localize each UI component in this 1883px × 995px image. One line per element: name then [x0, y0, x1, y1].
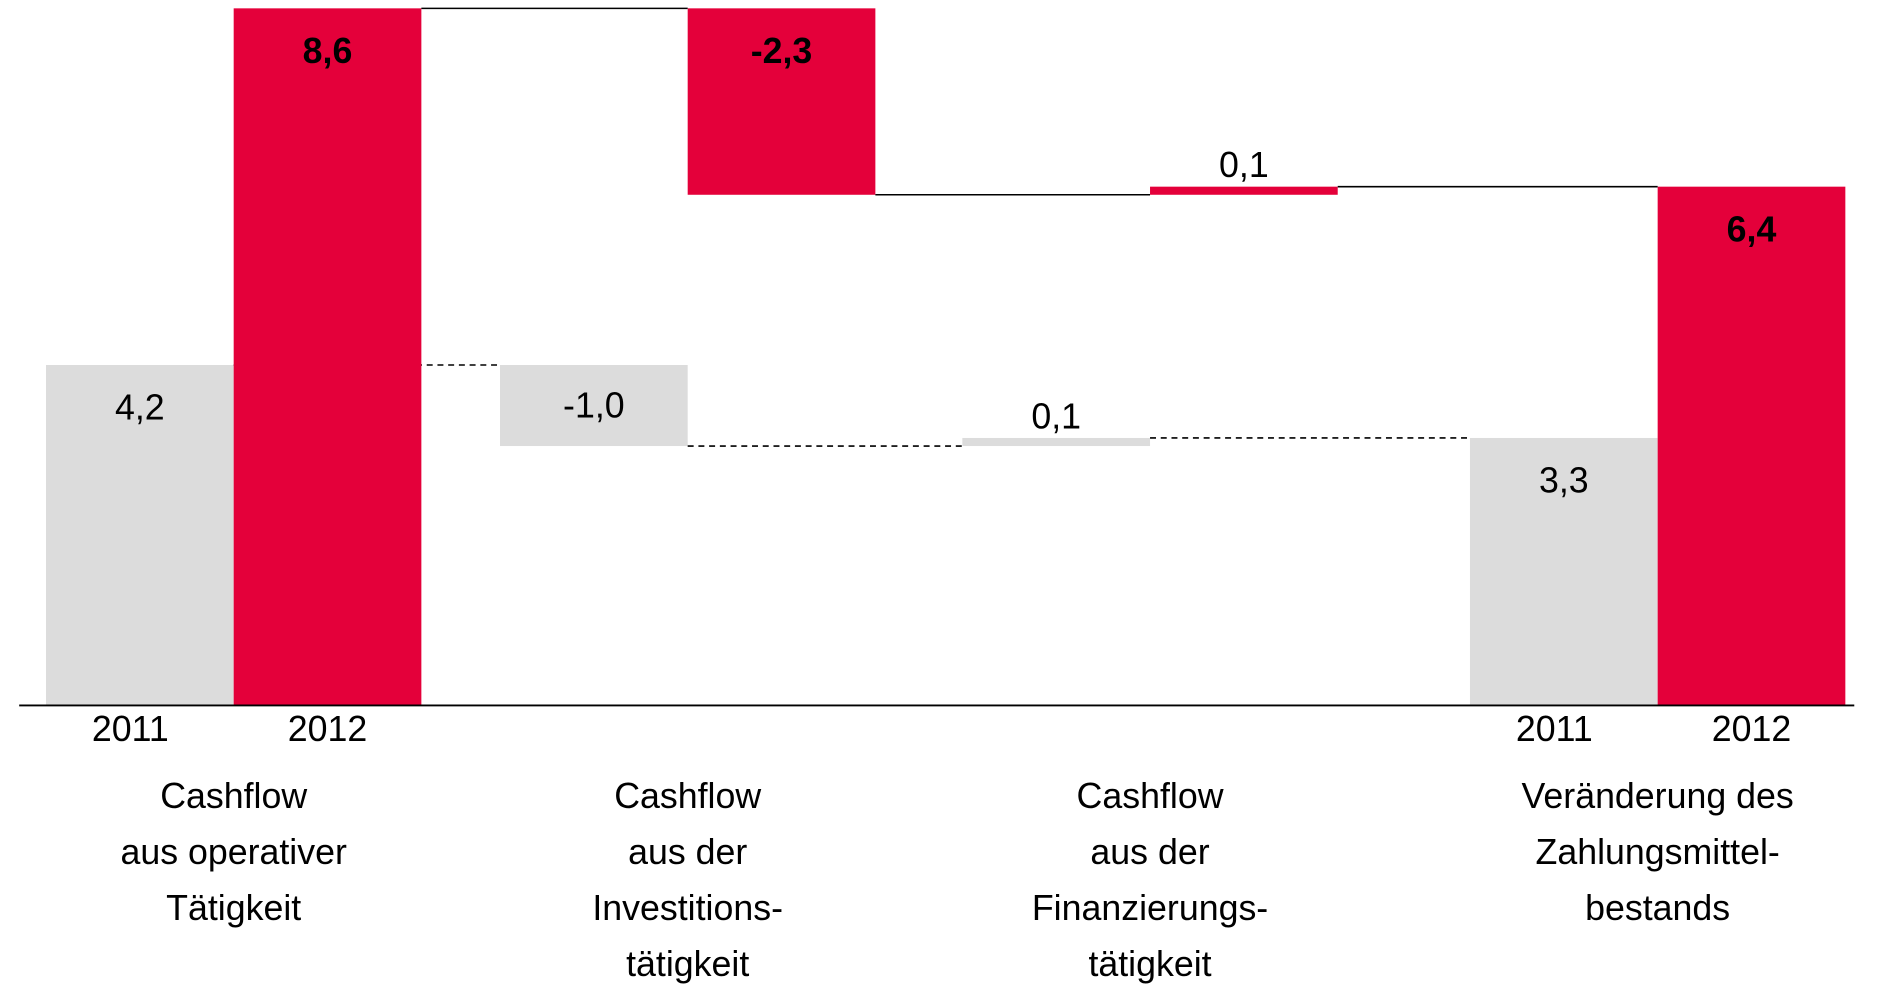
- category-label: Zahlungsmittel-: [1536, 832, 1780, 872]
- value-label: 0,1: [1219, 145, 1269, 185]
- value-label: 3,3: [1539, 461, 1589, 501]
- value-label: 8,6: [303, 31, 353, 71]
- series-label: 2012: [288, 709, 368, 749]
- bar: [687, 8, 876, 195]
- category-label: Finanzierungs-: [1032, 888, 1268, 928]
- category-label: Cashflow: [160, 776, 307, 816]
- value-label: -2,3: [751, 31, 813, 71]
- bar: [46, 364, 234, 706]
- category-label: Cashflow: [1077, 776, 1224, 816]
- category-label: Investitions-: [592, 888, 783, 928]
- category-label: Veränderung des: [1522, 776, 1794, 816]
- value-label: 6,4: [1727, 209, 1777, 249]
- bar: [962, 437, 1151, 447]
- bar: [233, 8, 422, 706]
- series-label: 2012: [1712, 709, 1792, 749]
- value-label: 0,1: [1031, 396, 1081, 436]
- category-label: Tätigkeit: [166, 888, 301, 928]
- category-label: aus operativer: [120, 832, 347, 872]
- value-label: 4,2: [115, 388, 165, 428]
- bar: [1469, 437, 1658, 706]
- category-label: aus der: [1090, 832, 1209, 872]
- category-label: bestands: [1585, 888, 1730, 928]
- bar: [500, 364, 688, 447]
- series-label: 2011: [92, 709, 169, 749]
- bar: [1150, 186, 1338, 195]
- category-label: tätigkeit: [1088, 944, 1211, 984]
- category-label: Cashflow: [614, 776, 761, 816]
- series-label: 2011: [1516, 709, 1593, 749]
- bar: [1657, 186, 1846, 706]
- category-label: tätigkeit: [626, 944, 749, 984]
- value-label: -1,0: [563, 385, 625, 425]
- category-label: aus der: [628, 832, 747, 872]
